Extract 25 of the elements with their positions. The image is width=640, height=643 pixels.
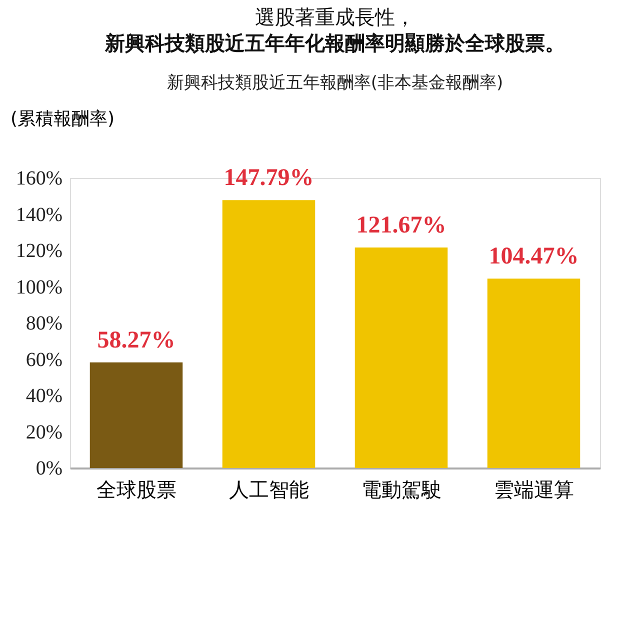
y-tick-label: 140%: [16, 204, 62, 226]
chart-subtitle: 新興科技類股近五年年化報酬率明顯勝於全球股票。: [104, 31, 565, 55]
y-tick-label: 160%: [16, 168, 62, 190]
y-tick-label: 100%: [16, 276, 62, 298]
y-tick-label: 60%: [26, 348, 62, 371]
data-label: 58.27%: [97, 327, 176, 354]
bar: [222, 200, 316, 468]
data-label: 104.47%: [488, 244, 579, 270]
y-axis-title: (累積報酬率): [10, 108, 115, 130]
text: 新興科技類股近五年報酬率(非本基金報酬率): [166, 73, 504, 93]
data-label: 121.67%: [356, 212, 446, 238]
x-tick-label: 雲端運算: [494, 478, 574, 502]
chart-title: 選股著重成長性，: [255, 5, 415, 29]
x-tick-label: 電動駕駛: [361, 478, 442, 502]
bar: [354, 247, 448, 468]
y-tick-label: 0%: [36, 458, 62, 480]
x-tick-label: 全球股票: [96, 478, 176, 502]
bar: [90, 362, 183, 468]
y-tick-label: 40%: [26, 385, 62, 407]
y-tick-label: 120%: [16, 240, 62, 262]
x-tick-label: 人工智能: [228, 478, 309, 502]
y-tick-label: 20%: [26, 421, 62, 444]
data-label: 147.79%: [224, 165, 314, 192]
bar: [487, 278, 580, 468]
y-tick-label: 80%: [26, 312, 62, 334]
